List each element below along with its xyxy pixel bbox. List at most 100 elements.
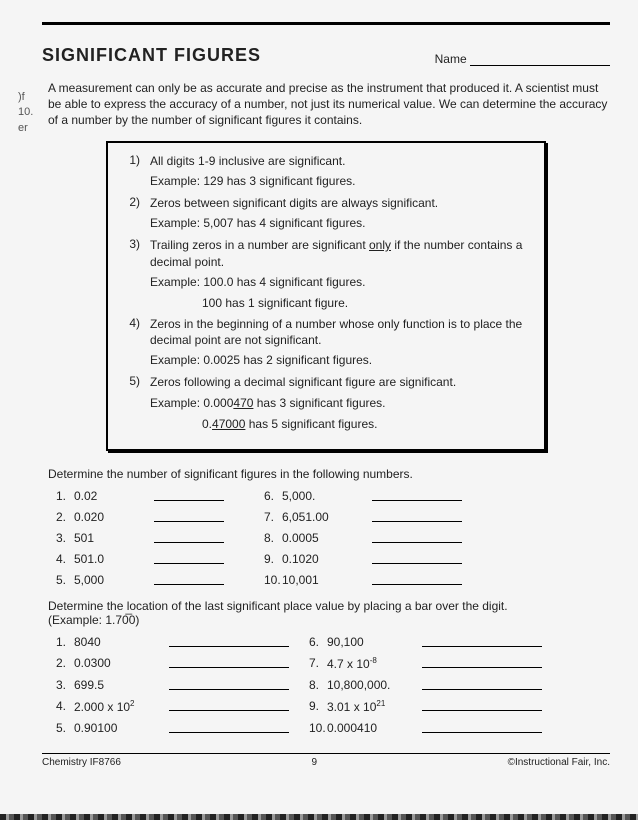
section-1-instructions: Determine the number of significant figu… (48, 467, 610, 481)
rule-example: Example: 5,007 has 4 significant figures… (150, 215, 530, 231)
rule-number: 1) (122, 153, 140, 169)
answer-blank[interactable] (169, 678, 289, 690)
question-value: 0.90100 (74, 721, 169, 735)
name-field: Name (435, 52, 610, 66)
rule-sub-example: 0.47000 has 5 significant figures. (202, 417, 530, 431)
answer-blank[interactable] (372, 489, 462, 501)
rule-number: 4) (122, 316, 140, 348)
footer: Chemistry IF8766 9 ©Instructional Fair, … (42, 753, 610, 768)
question-number: 10. (264, 573, 282, 587)
answer-blank[interactable] (154, 489, 224, 501)
question-number: 4. (56, 552, 74, 566)
question-value: 10,800,000. (327, 678, 422, 692)
question-value: 6,051.00 (282, 510, 372, 524)
answer-blank[interactable] (372, 531, 462, 543)
section-2-line1: Determine the location of the last signi… (48, 599, 508, 613)
rule-text: Zeros in the beginning of a number whose… (150, 316, 530, 348)
top-rule (42, 22, 610, 25)
section-2-instructions: Determine the location of the last signi… (48, 599, 610, 627)
answer-blank[interactable] (154, 573, 224, 585)
question-number: 8. (264, 531, 282, 545)
answer-blank[interactable] (422, 656, 542, 668)
question-number: 7. (264, 510, 282, 524)
question-number: 3. (56, 678, 74, 692)
section-2-example: (Example: 1.70̅0) (48, 613, 139, 627)
questions-set-1: 1.0.02 6.5,000. 2.0.020 7.6,051.00 3.501 8.0.… (56, 489, 610, 587)
answer-blank[interactable] (372, 552, 462, 564)
question-value: 0.020 (74, 510, 154, 524)
question-number: 9. (264, 552, 282, 566)
margin-line: er (18, 121, 33, 136)
answer-blank[interactable] (372, 573, 462, 585)
question-value: 4.7 x 10-8 (327, 656, 422, 671)
footer-center: 9 (311, 757, 317, 768)
margin-line: )f (18, 90, 33, 105)
question-number: 3. (56, 531, 74, 545)
scan-edge (0, 814, 638, 820)
rule-number: 5) (122, 374, 140, 390)
rules-box: 1) All digits 1-9 inclusive are significa… (106, 141, 546, 451)
question-value: 5,000. (282, 489, 372, 503)
rule-number: 2) (122, 195, 140, 211)
answer-blank[interactable] (422, 699, 542, 711)
rule-sub-example: 100 has 1 significant figure. (202, 296, 530, 310)
answer-blank[interactable] (422, 678, 542, 690)
question-number: 10. (309, 721, 327, 735)
question-value: 0.0005 (282, 531, 372, 545)
rule-number: 3) (122, 237, 140, 269)
question-value: 0.000410 (327, 721, 422, 735)
answer-blank[interactable] (169, 721, 289, 733)
rule-example: Example: 129 has 3 significant figures. (150, 173, 530, 189)
margin-line: 10. (18, 105, 33, 120)
question-value: 699.5 (74, 678, 169, 692)
question-value: 3.01 x 1021 (327, 699, 422, 714)
rule-text: All digits 1-9 inclusive are significant… (150, 153, 530, 169)
question-number: 6. (309, 635, 327, 649)
name-blank[interactable] (470, 54, 610, 66)
question-value: 90,100 (327, 635, 422, 649)
answer-blank[interactable] (154, 510, 224, 522)
header-row: SIGNIFICANT FIGURES Name (42, 45, 610, 66)
question-value: 0.0300 (74, 656, 169, 671)
footer-left: Chemistry IF8766 (42, 757, 121, 768)
rule-text: Trailing zeros in a number are significa… (150, 237, 530, 269)
answer-blank[interactable] (169, 699, 289, 711)
question-number: 9. (309, 699, 327, 714)
question-value: 2.000 x 102 (74, 699, 169, 714)
question-number: 2. (56, 656, 74, 671)
rule-item: 1) All digits 1-9 inclusive are significa… (122, 153, 530, 169)
answer-blank[interactable] (169, 635, 289, 647)
questions-set-2: 1.80406.90,1002.0.03007.4.7 x 10-83.699.… (56, 635, 610, 735)
footer-right: ©Instructional Fair, Inc. (508, 757, 610, 768)
rule-item: 4) Zeros in the beginning of a number who… (122, 316, 530, 348)
question-value: 501.0 (74, 552, 154, 566)
rule-example: Example: 100.0 has 4 significant figures… (150, 274, 530, 290)
question-number: 8. (309, 678, 327, 692)
worksheet-page: SIGNIFICANT FIGURES Name A measurement c… (42, 0, 610, 768)
question-value: 0.02 (74, 489, 154, 503)
question-value: 5,000 (74, 573, 154, 587)
rule-text: Zeros following a decimal significant fi… (150, 374, 530, 390)
question-value: 10,001 (282, 573, 372, 587)
question-number: 6. (264, 489, 282, 503)
question-value: 8040 (74, 635, 169, 649)
page-title: SIGNIFICANT FIGURES (42, 45, 261, 66)
question-number: 5. (56, 573, 74, 587)
question-value: 0.1020 (282, 552, 372, 566)
question-number: 1. (56, 489, 74, 503)
answer-blank[interactable] (372, 510, 462, 522)
question-number: 5. (56, 721, 74, 735)
rule-example: Example: 0.000470 has 3 significant figu… (150, 395, 530, 411)
question-number: 1. (56, 635, 74, 649)
answer-blank[interactable] (154, 552, 224, 564)
answer-blank[interactable] (154, 531, 224, 543)
rule-text: Zeros between significant digits are alw… (150, 195, 530, 211)
rule-example: Example: 0.0025 has 2 significant figure… (150, 352, 530, 368)
answer-blank[interactable] (169, 656, 289, 668)
rule-item: 2) Zeros between significant digits are a… (122, 195, 530, 211)
question-number: 2. (56, 510, 74, 524)
rule-item: 5) Zeros following a decimal significant … (122, 374, 530, 390)
answer-blank[interactable] (422, 635, 542, 647)
question-value: 501 (74, 531, 154, 545)
answer-blank[interactable] (422, 721, 542, 733)
